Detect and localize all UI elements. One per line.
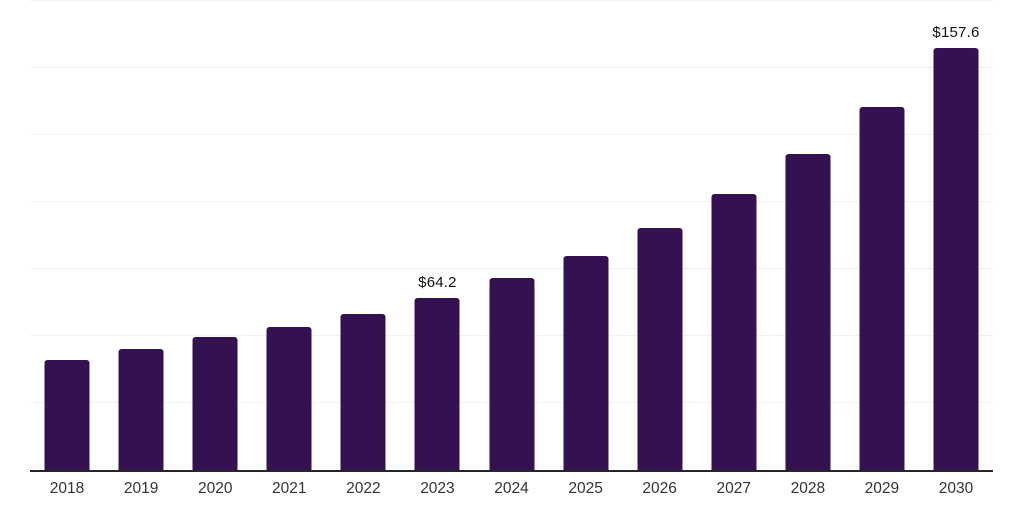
x-axis-labels: 2018 2019 2020 2021 2022 2023 2024 2025 2026 2027… xyxy=(30,480,993,498)
x-tick-2025: 2025 xyxy=(568,480,603,497)
band-2021 xyxy=(252,0,326,470)
bar-2025 xyxy=(563,255,609,470)
band-2019 xyxy=(104,0,178,470)
gridline-125 xyxy=(30,134,993,135)
band-2018 xyxy=(30,0,104,470)
band-2027 xyxy=(697,0,771,470)
value-label-2030: $157.6 xyxy=(932,23,980,41)
value-label-2023: $64.2 xyxy=(418,273,457,291)
bar-2021 xyxy=(266,326,312,470)
bar-2028 xyxy=(785,154,831,470)
x-tick-2022: 2022 xyxy=(346,480,381,497)
x-tick-2020: 2020 xyxy=(197,480,233,497)
bar-series: $64.2 $157.6 xyxy=(30,0,993,470)
bar-2022 xyxy=(340,314,386,470)
bar-2023 xyxy=(414,297,460,470)
x-tick-2028: 2028 xyxy=(790,480,826,497)
x-tick-2027: 2027 xyxy=(716,480,751,497)
x-tick-2021: 2021 xyxy=(272,480,307,497)
bar-2020 xyxy=(192,337,238,470)
x-tick-2018: 2018 xyxy=(49,480,85,497)
x-tick-2029: 2029 xyxy=(864,480,900,497)
band-2022 xyxy=(326,0,400,470)
bar-2030 xyxy=(933,47,979,470)
gridline-150 xyxy=(30,67,993,68)
bar-2024 xyxy=(489,277,534,470)
band-2026 xyxy=(623,0,697,470)
x-tick-2024: 2024 xyxy=(494,480,529,497)
band-2029 xyxy=(845,0,919,470)
x-tick-2026: 2026 xyxy=(642,480,677,497)
gridline-75 xyxy=(30,268,993,269)
bar-2019 xyxy=(118,348,164,470)
band-2020 xyxy=(178,0,252,470)
bar-2027 xyxy=(711,193,757,470)
x-tick-2030: 2030 xyxy=(938,480,974,497)
band-2025 xyxy=(549,0,623,470)
band-2030: $157.6 xyxy=(919,0,993,470)
gridline-100 xyxy=(30,201,993,202)
gridline-175 xyxy=(30,0,993,1)
bar-2029 xyxy=(859,107,905,470)
x-tick-2023: 2023 xyxy=(420,480,455,497)
band-2023: $64.2 xyxy=(400,0,474,470)
bar-2026 xyxy=(637,228,683,470)
plot-area: $64.2 $157.6 xyxy=(30,0,993,472)
bar-2018 xyxy=(44,360,90,470)
band-2024 xyxy=(474,0,548,470)
band-2028 xyxy=(771,0,845,470)
x-tick-2019: 2019 xyxy=(123,480,159,497)
